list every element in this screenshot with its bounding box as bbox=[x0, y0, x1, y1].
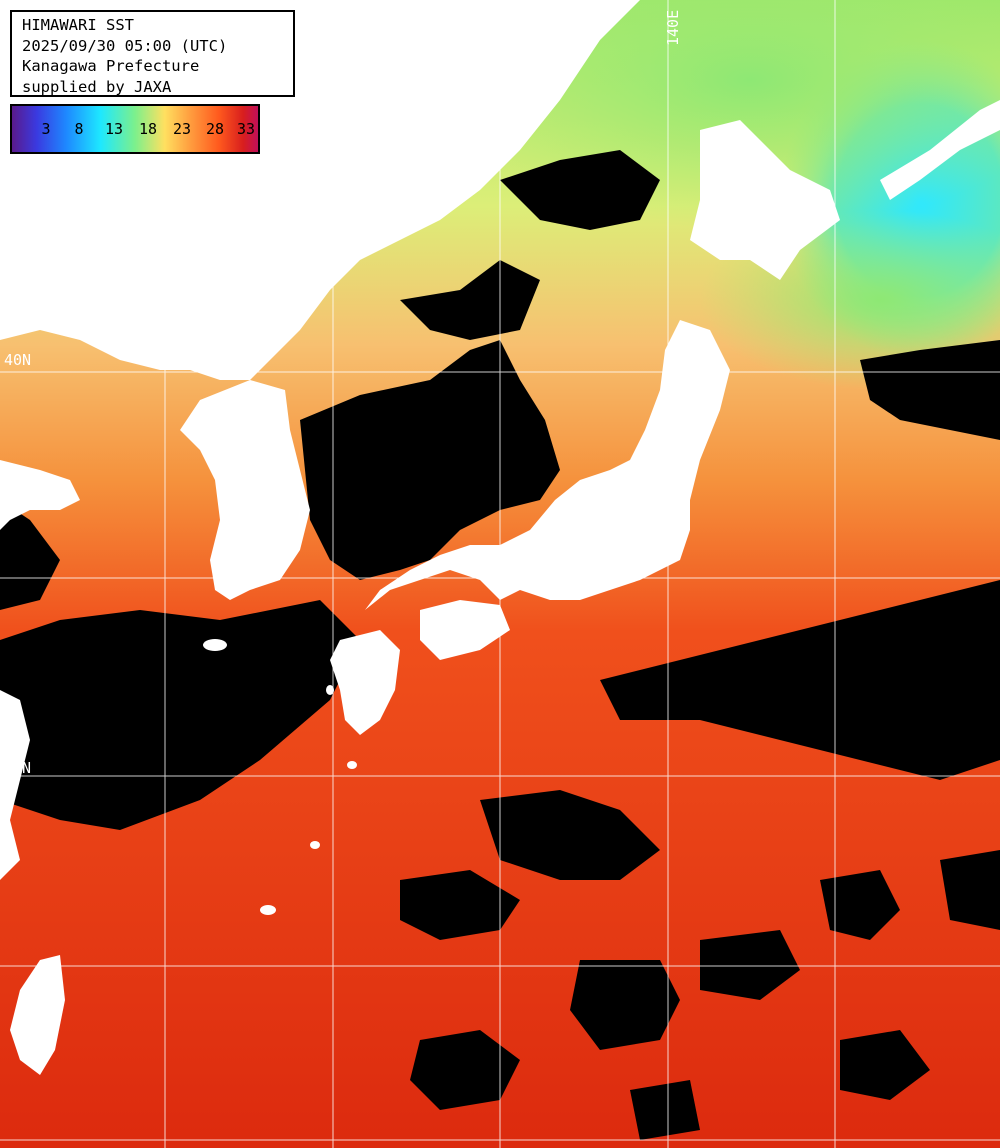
colorbar-tick: 23 bbox=[172, 120, 192, 138]
land-island-4 bbox=[326, 685, 334, 695]
colorbar-tick: 18 bbox=[138, 120, 158, 138]
lon-label-140e: 140E bbox=[664, 9, 682, 46]
map-title: HIMAWARI SST bbox=[22, 16, 134, 34]
map-timestamp: 2025/09/30 05:00 (UTC) bbox=[22, 36, 228, 55]
land-taiwan bbox=[10, 955, 65, 1075]
lat-label-40n: 40N bbox=[4, 351, 32, 369]
land-jeju bbox=[203, 639, 227, 651]
cloud-cover bbox=[0, 130, 1000, 1140]
colorbar-tick: 8 bbox=[74, 120, 84, 138]
colorbar-tick: 28 bbox=[205, 120, 225, 138]
land-china-south bbox=[0, 690, 30, 880]
colorbar-tick: 33 bbox=[236, 120, 256, 138]
land-china-coast bbox=[0, 460, 80, 530]
info-box: HIMAWARI SST 2025/09/30 05:00 (UTC) Kana… bbox=[10, 10, 295, 97]
land-island-3 bbox=[347, 761, 357, 769]
map-region: Kanagawa Prefecture bbox=[22, 57, 200, 75]
land-hokkaido bbox=[690, 120, 840, 280]
map-credit: supplied by JAXA bbox=[22, 77, 172, 96]
land-island-2 bbox=[310, 841, 320, 849]
colorbar-tick: 3 bbox=[41, 120, 51, 138]
land-island-1 bbox=[260, 905, 276, 915]
land-korea bbox=[180, 380, 310, 600]
land-shikoku bbox=[420, 600, 510, 660]
land-honshu bbox=[365, 320, 730, 610]
land-sakhalin bbox=[880, 100, 1000, 200]
land-kyushu bbox=[330, 630, 400, 735]
temperature-colorbar: 3 8 13 18 23 28 33 bbox=[10, 104, 260, 154]
colorbar-tick: 13 bbox=[104, 120, 124, 138]
lat-label-30n: 30N bbox=[4, 759, 32, 777]
